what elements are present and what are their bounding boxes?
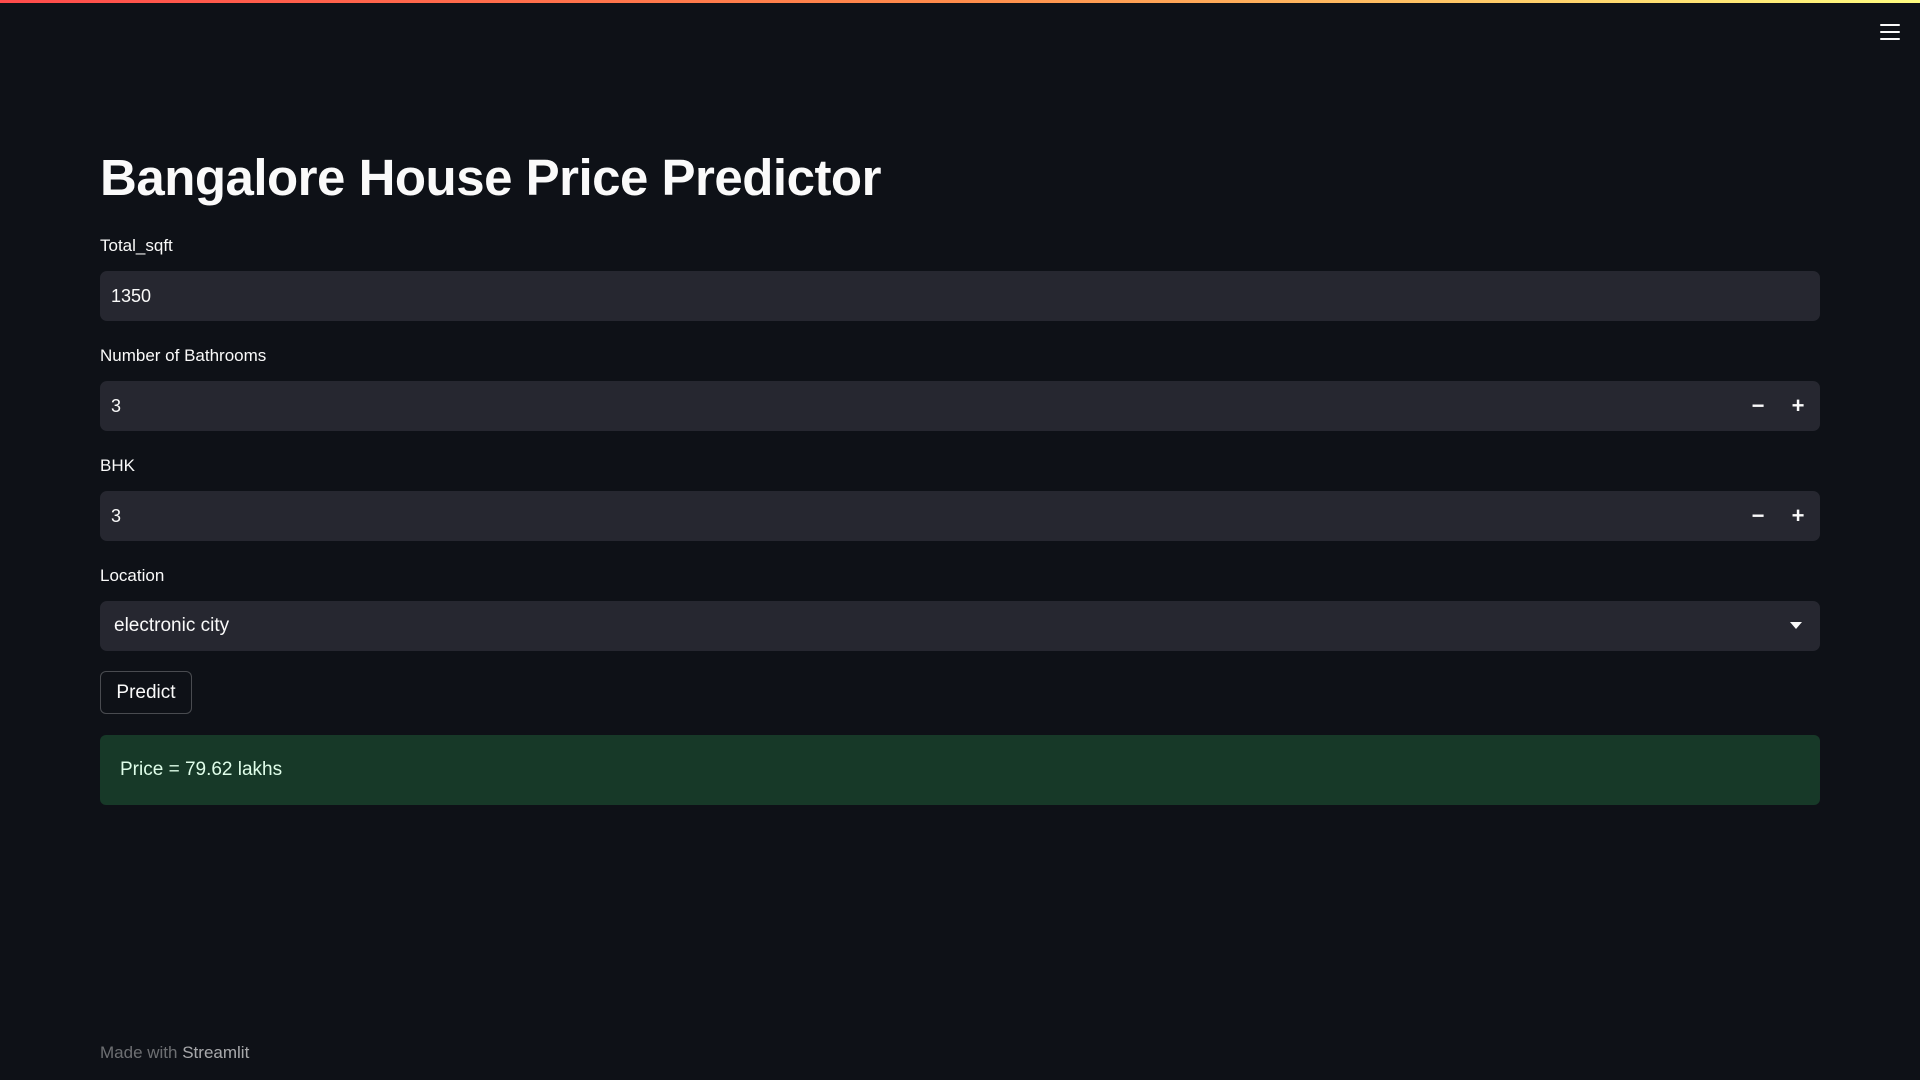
predict-button[interactable]: Predict [100,671,192,714]
total-sqft-field [100,271,1820,321]
bhk-minus-icon[interactable]: − [1751,503,1765,528]
result-alert: Price = 79.62 lakhs [100,735,1820,805]
total-sqft-label: Total_sqft [100,236,173,255]
bathrooms-input[interactable] [100,381,1700,431]
top-decoration-bar [0,0,1920,3]
bhk-label: BHK [100,456,135,475]
streamlit-link[interactable]: Streamlit [182,1043,250,1062]
bathrooms-stepper: − + [100,381,1820,431]
footer-prefix: Made with [100,1043,178,1062]
chevron-down-icon[interactable] [1790,622,1802,629]
footer: Made with Streamlit [100,1043,249,1063]
bathrooms-plus-icon[interactable]: + [1791,393,1805,418]
location-label: Location [100,566,165,585]
bhk-stepper: − + [100,491,1820,541]
location-select[interactable]: electronic city [100,601,1820,651]
hamburger-menu-icon[interactable] [1872,20,1908,44]
location-selected-value: electronic city [114,615,230,636]
page-title: Bangalore House Price Predictor [100,149,881,206]
bhk-input[interactable] [100,491,1700,541]
bhk-plus-icon[interactable]: + [1791,503,1805,528]
bathrooms-label: Number of Bathrooms [100,346,267,365]
total-sqft-input[interactable] [100,271,1700,321]
bathrooms-minus-icon[interactable]: − [1751,393,1765,418]
result-text: Price = 79.62 lakhs [120,759,283,780]
